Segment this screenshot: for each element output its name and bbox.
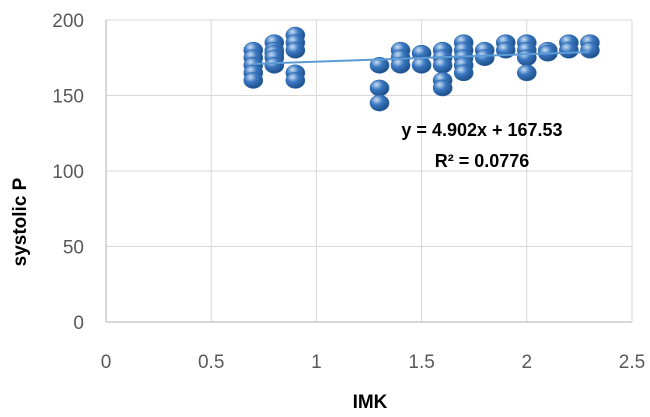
gridlines: [106, 19, 633, 322]
data-point: [474, 49, 495, 67]
data-point: [390, 57, 411, 74]
trendline-equation: y = 4.902x + 167.53: [401, 120, 562, 140]
x-tick-label: 0: [101, 352, 112, 373]
data-point: [516, 49, 537, 67]
data-point: [285, 72, 306, 89]
x-axis-title: IMK: [353, 392, 388, 413]
data-point: [285, 41, 306, 59]
tick-labels: 0 0.5 1 1.5 2 2.5 0 50 100 150 200: [52, 11, 645, 373]
y-tick-label: 150: [52, 87, 84, 108]
y-tick-label: 50: [63, 238, 84, 259]
x-tick-label: 2.5: [619, 352, 645, 373]
x-tick-label: 1.5: [408, 352, 434, 373]
data-point: [516, 64, 537, 82]
data-point: [369, 57, 390, 74]
x-tick-label: 2: [522, 352, 533, 373]
y-tick-label: 0: [73, 313, 84, 334]
data-point: [264, 57, 285, 74]
y-tick-label: 100: [52, 162, 84, 183]
axes: [105, 20, 632, 323]
trendline-r-squared: R² = 0.0776: [435, 151, 530, 171]
data-point: [369, 79, 390, 97]
trendline-group: [253, 51, 590, 65]
data-point: [559, 41, 579, 59]
data-points: [243, 26, 600, 112]
y-axis-title: systolic P: [10, 177, 31, 266]
x-tick-label: 0.5: [198, 352, 224, 373]
data-point: [432, 79, 453, 97]
data-point: [580, 41, 600, 59]
trendline: [253, 51, 590, 65]
x-tick-label: 1: [311, 352, 322, 373]
data-point: [243, 72, 264, 89]
data-point: [453, 64, 474, 82]
data-point: [411, 57, 432, 74]
data-point: [369, 94, 390, 112]
y-tick-label: 200: [52, 11, 84, 32]
data-point: [432, 57, 453, 74]
